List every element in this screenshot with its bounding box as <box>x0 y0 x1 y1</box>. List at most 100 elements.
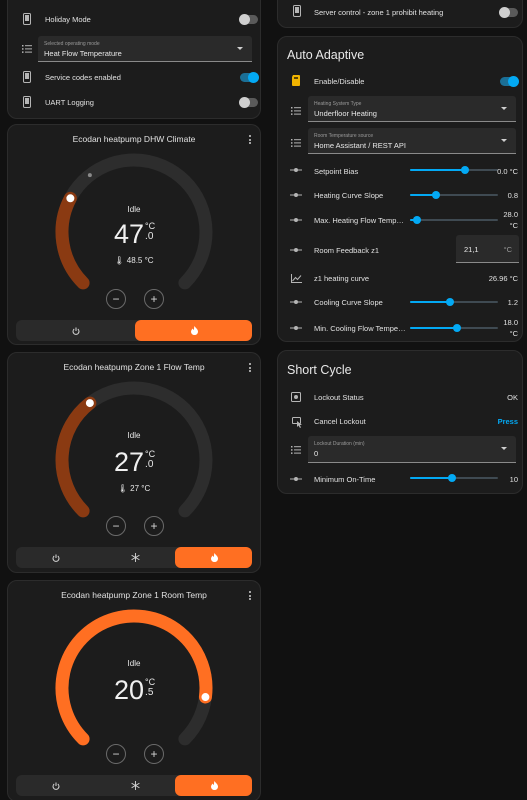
chevron-down-icon <box>501 447 507 450</box>
operating-mode-select[interactable]: Selected operating mode Heat Flow Temper… <box>38 36 252 62</box>
heating-system-type-label: Heating System Type <box>314 101 362 107</box>
lockout-duration-value: 0 <box>314 449 319 458</box>
decrease-temperature-button[interactable]: − <box>106 516 126 536</box>
slider-icon <box>290 298 302 306</box>
max-heating-flow-slider[interactable] <box>410 213 498 227</box>
lockout-status-label: Lockout Status <box>314 393 364 402</box>
press-button[interactable]: Press <box>497 417 518 426</box>
heating-curve-slope-value: 0.8 <box>507 191 518 200</box>
z1-heating-curve-value: 26.96 °C <box>488 274 518 283</box>
holiday-mode-row[interactable]: Holiday Mode <box>8 9 260 29</box>
min-on-time-label: Minimum On-Time <box>314 475 376 484</box>
list-icon <box>22 44 32 54</box>
decrease-temperature-button[interactable]: − <box>106 744 126 764</box>
service-codes-label: Service codes enabled <box>45 73 121 82</box>
enable-label: Enable/Disable <box>314 77 365 86</box>
thermostat-dial[interactable] <box>8 581 261 761</box>
auto-adaptive-card: Auto Adaptive Enable/Disable Heating Sys… <box>277 36 523 342</box>
increase-temperature-button[interactable]: + <box>144 289 164 309</box>
thermometer-icon: 🌡 <box>114 256 125 265</box>
z1-heating-curve-label: z1 heating curve <box>314 274 370 283</box>
mode-power-button[interactable] <box>16 775 95 796</box>
cellphone-icon <box>22 12 32 26</box>
sd-card-icon <box>291 74 301 86</box>
dial-setpoint-arc <box>55 191 90 290</box>
cooling-curve-slope-label: Cooling Curve Slope <box>314 298 383 307</box>
setpoint-bias-slider[interactable] <box>410 163 498 177</box>
service-codes-toggle[interactable] <box>240 72 259 83</box>
min-on-time-value: 10 <box>509 475 518 484</box>
min-cooling-flow-value: 18.0 °C <box>503 318 518 338</box>
power-icon <box>52 554 59 562</box>
fire-icon <box>211 553 218 562</box>
dial-setpoint-arc <box>55 609 213 746</box>
list-icon <box>291 445 301 455</box>
hvac-mode-bar <box>16 775 252 796</box>
slider-icon <box>290 191 302 199</box>
chevron-down-icon <box>501 107 507 110</box>
decrease-temperature-button[interactable]: − <box>106 289 126 309</box>
mode-cool-button[interactable] <box>95 547 175 568</box>
dial-handle <box>199 691 212 704</box>
thermostat-dial[interactable] <box>8 353 261 533</box>
fire-icon <box>211 781 218 790</box>
cancel-lockout-label: Cancel Lockout <box>314 417 366 426</box>
mode-heat-button[interactable] <box>135 320 252 341</box>
room-temp-source-select[interactable]: Room Temperature source Home Assistant /… <box>308 128 516 154</box>
current-temperature: 🌡 48.5 °C <box>114 256 154 265</box>
server-control-card: Server control - zone 1 prohibit heating <box>277 0 523 28</box>
mode-cool-button[interactable] <box>95 775 175 796</box>
power-icon <box>72 327 79 335</box>
gesture-tap-icon <box>291 416 303 428</box>
operating-mode-value: Heat Flow Temperature <box>44 49 122 58</box>
heating-curve-slope-slider[interactable] <box>410 188 498 202</box>
service-codes-row[interactable]: Service codes enabled <box>8 67 260 87</box>
mode-power-button[interactable] <box>16 320 135 341</box>
more-options-icon[interactable] <box>249 591 251 602</box>
holiday-mode-label: Holiday Mode <box>45 15 91 24</box>
cellphone-icon <box>22 95 32 109</box>
room-feedback-input[interactable]: 21,1 °C <box>456 235 519 263</box>
uart-logging-toggle[interactable] <box>239 97 258 108</box>
enable-toggle[interactable] <box>500 76 519 87</box>
room-feedback-unit: °C <box>503 245 512 254</box>
max-heating-flow-label: Max. Heating Flow Temper... <box>314 216 408 225</box>
increase-temperature-button[interactable]: + <box>144 744 164 764</box>
more-options-icon[interactable] <box>249 363 251 374</box>
lockout-duration-select[interactable]: Lockout Duration (min) 0 <box>308 436 516 463</box>
hvac-status: Idle <box>127 205 141 214</box>
heating-system-type-select[interactable]: Heating System Type Underfloor Heating <box>308 96 516 122</box>
slider-icon <box>290 475 302 483</box>
settings-card: Holiday Mode Selected operating mode Hea… <box>7 0 261 119</box>
operating-mode-label: Selected operating mode <box>44 41 100 47</box>
thermometer-icon: 🌡 <box>117 484 128 493</box>
cellphone-icon <box>292 4 302 18</box>
heating-system-type-value: Underfloor Heating <box>314 109 377 118</box>
list-icon <box>291 138 301 148</box>
snowflake-icon <box>130 553 140 562</box>
thermostat-dial[interactable] <box>8 125 261 305</box>
max-heating-flow-value: 28.0 °C <box>503 210 518 230</box>
cellphone-icon <box>22 70 32 84</box>
lockout-duration-label: Lockout Duration (min) <box>314 441 365 447</box>
min-on-time-slider[interactable] <box>410 471 498 485</box>
mode-heat-button[interactable] <box>175 775 252 796</box>
increase-temperature-button[interactable]: + <box>144 516 164 536</box>
power-icon <box>52 782 59 790</box>
list-icon <box>291 106 301 116</box>
uart-logging-row[interactable]: UART Logging <box>8 92 260 112</box>
short-cycle-title: Short Cycle <box>287 363 352 377</box>
thermostat-title: Ecodan heatpump Zone 1 Room Temp <box>61 590 207 600</box>
target-temperature: 27 °C .0 <box>114 447 156 477</box>
dial-setpoint-arc <box>55 396 97 518</box>
min-cooling-flow-slider[interactable] <box>410 321 498 335</box>
room-feedback-label: Room Feedback z1 <box>314 246 380 255</box>
slider-icon <box>290 324 302 332</box>
cooling-curve-slope-slider[interactable] <box>410 295 498 309</box>
mode-power-button[interactable] <box>16 547 95 568</box>
mode-heat-button[interactable] <box>175 547 252 568</box>
holiday-mode-toggle[interactable] <box>239 14 258 25</box>
current-temperature: 🌡 27 °C <box>117 484 151 493</box>
more-options-icon[interactable] <box>249 135 251 146</box>
server-control-toggle[interactable] <box>499 7 518 18</box>
